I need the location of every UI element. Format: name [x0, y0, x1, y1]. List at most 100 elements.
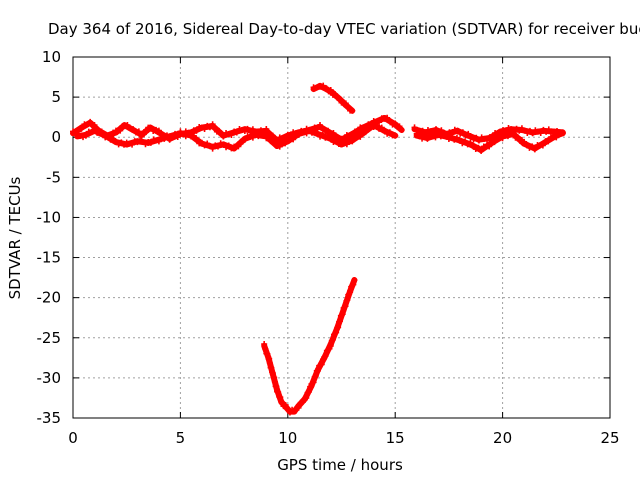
series-segment: [342, 102, 356, 114]
y-tick-label: 5: [51, 88, 61, 106]
data-marker: [193, 127, 200, 134]
chart-title: Day 364 of 2016, Sidereal Day-to-day VTE…: [48, 20, 640, 38]
data-marker: [309, 380, 316, 387]
x-tick-label: 5: [176, 429, 186, 447]
data-marker: [343, 297, 350, 304]
data-marker: [329, 336, 336, 343]
data-marker: [138, 133, 145, 140]
data-marker: [335, 324, 342, 331]
data-marker: [147, 139, 154, 146]
x-tick-label: 10: [278, 429, 297, 447]
data-marker: [475, 137, 482, 144]
data-marker: [104, 133, 111, 140]
data-marker: [201, 125, 208, 132]
data-marker: [351, 277, 358, 284]
data-marker: [312, 373, 319, 380]
x-axis-label: GPS time / hours: [277, 456, 403, 474]
data-marker: [305, 388, 312, 395]
series-main-band-4: [413, 129, 566, 154]
data-marker: [362, 129, 369, 136]
data-marker: [553, 134, 560, 141]
data-marker: [216, 127, 223, 134]
data-marker: [333, 137, 340, 144]
data-marker: [295, 131, 302, 138]
data-marker: [276, 143, 283, 150]
data-marker: [454, 127, 461, 134]
x-axis: 0 5 10 15 20 25: [68, 57, 620, 447]
data-marker: [91, 126, 98, 133]
grid: [73, 57, 610, 418]
data-marker: [220, 133, 227, 140]
data-marker: [263, 126, 270, 133]
data-marker: [269, 137, 276, 144]
data-marker: [357, 133, 364, 140]
data-marker: [332, 330, 339, 337]
data-marker: [314, 367, 321, 374]
y-tick-label: -5: [46, 168, 61, 186]
data-marker: [211, 124, 218, 131]
data-marker: [349, 138, 356, 145]
data-marker: [262, 345, 269, 352]
x-tick-label: 15: [386, 429, 405, 447]
data-marker: [169, 134, 176, 141]
data-marker: [529, 130, 536, 137]
y-axis-label: SDTVAR / TECUs: [6, 176, 24, 299]
y-tick-label: -15: [37, 249, 62, 267]
data-marker: [398, 127, 405, 134]
data-marker: [129, 141, 136, 148]
data-marker: [328, 337, 335, 344]
y-tick-label: 10: [42, 48, 61, 66]
data-marker: [310, 379, 317, 386]
data-marker: [338, 311, 345, 318]
data-marker: [344, 297, 351, 304]
data-marker: [470, 142, 477, 149]
data-marker: [320, 82, 327, 89]
data-marker: [96, 128, 103, 135]
data-marker: [330, 130, 337, 137]
data-marker: [277, 394, 284, 401]
data-marker: [78, 125, 85, 132]
data-marker: [143, 129, 150, 136]
data-marker: [467, 139, 474, 146]
data-marker: [531, 146, 538, 153]
data-marker: [235, 143, 242, 150]
y-tick-label: -20: [37, 289, 62, 307]
data-marker: [87, 118, 94, 125]
plot-frame: [72, 56, 611, 419]
x-tick-label: 0: [68, 429, 78, 447]
data-marker: [376, 119, 383, 126]
data-marker: [384, 114, 391, 121]
y-tick-label: -25: [37, 329, 62, 347]
y-tick-label: 0: [51, 128, 61, 146]
data-marker: [386, 129, 393, 136]
data-marker: [150, 128, 157, 134]
y-axis: 10 5 0 -5 -10 -15 -20 -25 -30 -35: [37, 48, 610, 427]
data-marker: [322, 353, 329, 360]
data-marker: [155, 138, 162, 145]
data-marker: [190, 132, 197, 139]
data-marker: [295, 404, 302, 411]
data-marker: [424, 135, 431, 142]
series-upper-segment: [310, 82, 356, 114]
data-marker: [342, 100, 349, 107]
series-v-dip: [261, 277, 358, 416]
y-tick-label: -30: [37, 369, 62, 387]
data-marker: [193, 136, 200, 143]
data-marker: [117, 127, 124, 134]
data-marker: [491, 139, 498, 146]
data-marker: [327, 135, 334, 142]
data-marker: [311, 373, 318, 380]
data-marker: [459, 129, 466, 136]
data-marker: [334, 325, 341, 332]
data-marker: [545, 138, 552, 145]
data-marker: [290, 136, 297, 143]
data-marker: [261, 341, 268, 347]
data-points: [70, 82, 566, 416]
data-marker: [317, 83, 324, 90]
data-marker: [133, 129, 140, 136]
data-marker: [350, 281, 357, 288]
y-tick-label: -10: [37, 208, 62, 226]
data-marker: [510, 131, 517, 138]
data-marker: [336, 318, 343, 325]
